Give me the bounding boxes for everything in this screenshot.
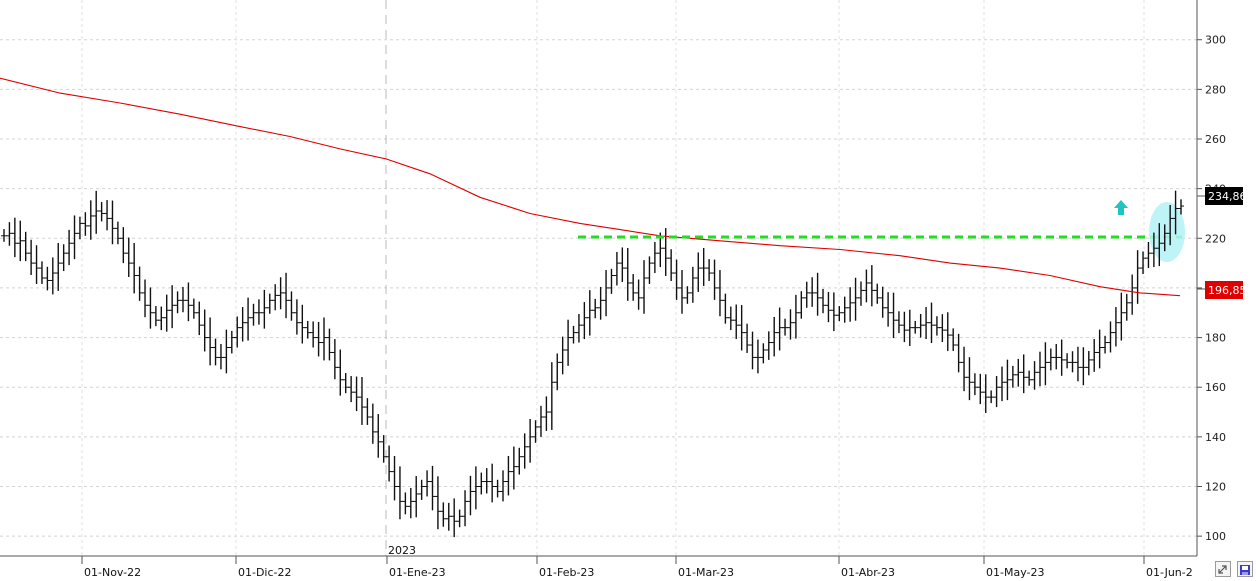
save-glyph [1240,565,1250,575]
moving-average-line [0,77,1181,297]
x-axis-ticks: 01-Nov-22 01-Dic-22 01-Ene-23 01-Feb-23 01-M… [81,556,1193,579]
last-price-badge: 234,86 [1197,187,1247,205]
ohlc-bar [1178,199,1184,215]
y-tick-label: 220 [1205,232,1226,245]
expand-glyph [1218,565,1227,574]
y-tick-label: 260 [1205,133,1226,146]
year-label: 2023 [388,544,416,557]
x-tick-label: 01-Ene-23 [389,566,446,579]
x-tick-label: 01-Dic-22 [238,566,292,579]
x-tick-label: 01-Mar-23 [678,566,734,579]
last-price-value: 234,86 [1208,190,1247,203]
breakout-arrow-icon [1114,200,1128,215]
y-tick-label: 300 [1205,34,1226,47]
y-tick-label: 160 [1205,381,1226,394]
y-tick-label: 180 [1205,332,1226,345]
ma-value: 196,85 [1208,284,1247,297]
save-icon[interactable] [1237,561,1253,577]
x-tick-label: 01-Abr-23 [841,566,895,579]
y-tick-label: 100 [1205,530,1226,543]
expand-icon[interactable] [1215,561,1231,577]
x-tick-label: 01-Nov-22 [84,566,141,579]
y-tick-label: 120 [1205,481,1226,494]
x-tick-label: 01-May-23 [986,566,1044,579]
ma-value-badge: 196,85 [1197,281,1247,299]
y-tick-label: 280 [1205,83,1226,96]
x-tick-label: 01-Feb-23 [539,566,594,579]
x-tick-label: 01-Jun-2 [1146,566,1193,579]
price-bars [1,190,1147,538]
price-bars-highlighted [1145,190,1184,269]
y-tick-label: 140 [1205,431,1226,444]
